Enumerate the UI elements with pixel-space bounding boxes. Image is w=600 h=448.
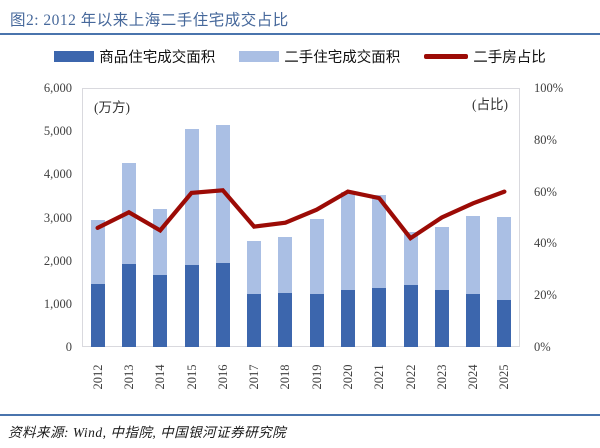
x-axis-label: 2019 [309, 364, 324, 390]
bar-segment-secondhand [247, 240, 262, 294]
y-axis-tick: 0 [65, 340, 72, 354]
x-axis-label: 2016 [215, 364, 230, 390]
share-line [95, 188, 507, 242]
right-axis-tick: 40% [534, 236, 557, 251]
legend-label-commodity: 商品住宅成交面积 [99, 49, 216, 66]
bar-segment-commodity [278, 293, 293, 347]
bar-segment-commodity [466, 293, 481, 347]
bar-segment-commodity [153, 274, 168, 347]
bar-segment-commodity [121, 264, 136, 347]
x-axis-label: 2017 [247, 364, 262, 390]
x-axis-label: 2023 [434, 364, 449, 390]
x-axis-label: 2012 [90, 364, 105, 390]
x-axis-label: 2015 [184, 364, 199, 390]
bar-segment-secondhand [340, 192, 355, 291]
legend-swatch-commodity-icon [54, 50, 95, 62]
legend-label-secondhand: 二手住宅成交面积 [284, 49, 401, 66]
bar-segment-secondhand [372, 195, 387, 288]
legend-swatch-secondhand-icon [239, 50, 280, 62]
bar-segment-commodity [340, 290, 355, 347]
right-axis-unit-label: (占比) [472, 97, 508, 112]
bar-segment-secondhand [309, 218, 324, 294]
bar-segment-commodity [434, 289, 449, 347]
legend-swatch-share-line-icon [424, 53, 469, 59]
bar-segment-secondhand [278, 236, 293, 294]
bar-segment-secondhand [90, 220, 105, 284]
x-axis-label: 2025 [497, 364, 512, 390]
right-axis-tick: 80% [534, 132, 557, 147]
left-axis-unit-label: (万方) [94, 100, 130, 115]
share-line-chart [95, 188, 507, 242]
right-axis-tick: 0% [534, 340, 551, 354]
x-axis-label: 2020 [340, 364, 355, 390]
x-axis-label: 2021 [372, 364, 387, 390]
bar-segment-commodity [184, 264, 199, 347]
legend-label-share: 二手房占比 [473, 49, 546, 66]
bar-segment-secondhand [434, 226, 449, 290]
y-axis-tick: 3,000 [43, 210, 72, 225]
bar-segment-secondhand [466, 215, 481, 294]
source-rule [0, 414, 600, 416]
bar-segment-commodity [90, 283, 105, 347]
x-axis-label: 2014 [153, 364, 168, 390]
y-axis-tick: 1,000 [43, 296, 72, 311]
source-text: 资料来源: Wind, 中指院, 中国银河证券研究院 [8, 425, 287, 440]
right-axis-tick: 100% [534, 81, 564, 95]
bar-segment-commodity [247, 293, 262, 347]
bar-segment-secondhand [215, 125, 230, 264]
x-axis-label: 2018 [278, 364, 293, 390]
legend-item-share: 二手房占比 [424, 46, 546, 67]
bar-segment-commodity [497, 300, 512, 347]
bar-segment-commodity [372, 287, 387, 347]
y-axis-tick: 2,000 [43, 253, 72, 268]
y-axis-tick: 4,000 [43, 167, 72, 182]
legend-item-secondhand: 二手住宅成交面积 [239, 46, 400, 67]
right-axis-tick: 20% [534, 288, 557, 303]
x-axis-label: 2013 [121, 364, 136, 390]
header-rule [0, 33, 600, 35]
bar-segment-secondhand [497, 216, 512, 301]
bar-segment-commodity [403, 285, 418, 347]
legend: 商品住宅成交面积 二手住宅成交面积 二手房占比 [0, 46, 600, 67]
figure-title: 图2: 2012 年以来上海二手住宅成交占比 [10, 12, 289, 29]
bar-segment-secondhand [184, 129, 199, 265]
y-axis-tick: 6,000 [43, 81, 72, 95]
right-axis-tick: 60% [534, 184, 557, 199]
x-axis-label: 2024 [466, 364, 481, 390]
bar-segment-secondhand [403, 231, 418, 286]
bar-segment-commodity [215, 263, 230, 347]
x-axis-label: 2022 [403, 364, 418, 390]
y-axis-tick: 5,000 [43, 124, 72, 139]
bar-segment-commodity [309, 293, 324, 347]
legend-item-commodity: 商品住宅成交面积 [54, 46, 215, 67]
